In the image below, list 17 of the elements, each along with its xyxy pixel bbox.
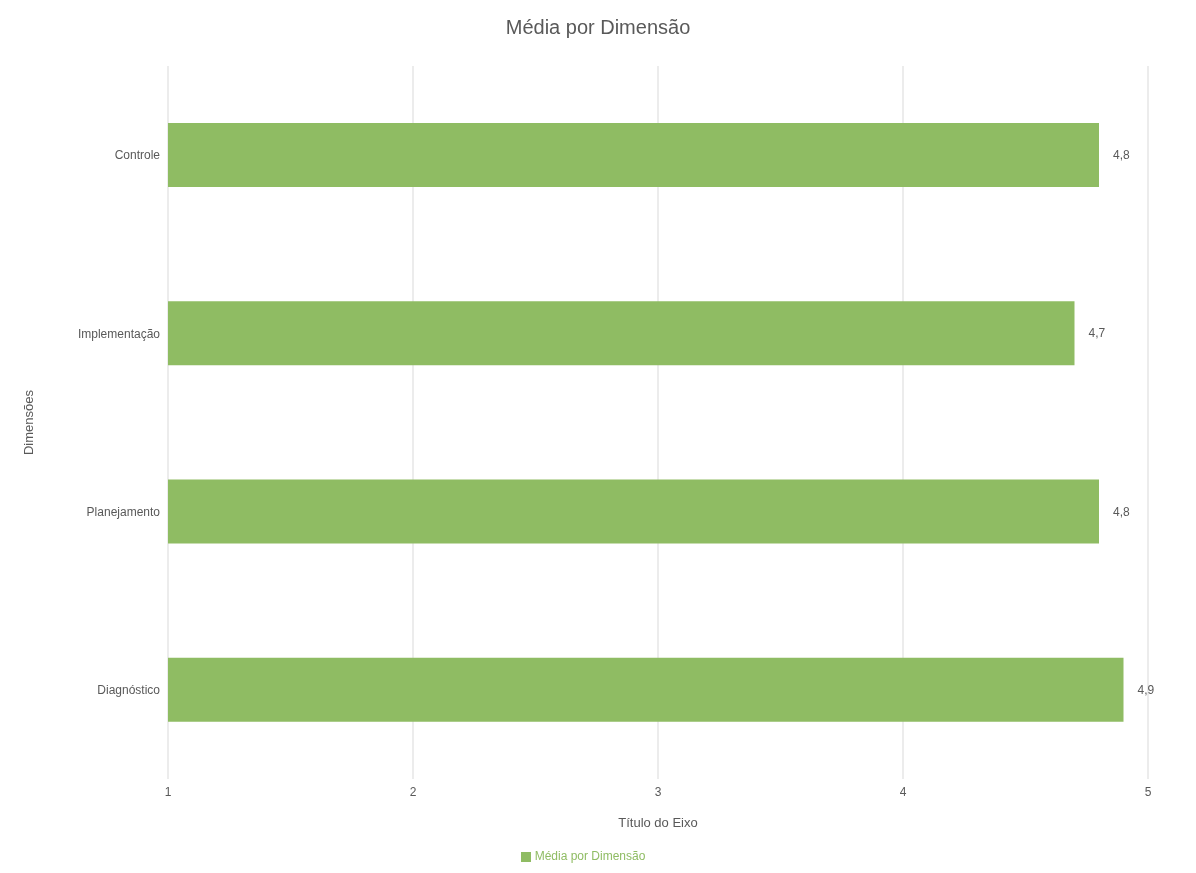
x-axis-title: Título do Eixo [618, 815, 698, 830]
x-tick-label: 5 [1144, 784, 1152, 799]
data-label: 4,8 [1113, 148, 1131, 162]
x-tick-label: 2 [409, 784, 417, 799]
x-tick-label: 4 [899, 784, 907, 799]
chart-title: Média por Dimensão [504, 15, 692, 40]
x-tick-label: 3 [654, 784, 662, 799]
y-tick-label: Diagnóstico [97, 683, 161, 698]
data-label: 4,8 [1113, 504, 1131, 519]
data-label: 4,9 [1137, 682, 1155, 697]
y-axis-title: Dimensões [20, 389, 36, 456]
y-tick-label: Planejamento [86, 504, 161, 519]
y-tick-label: Controle [114, 148, 161, 163]
data-label: 4,7 [1088, 326, 1106, 341]
x-tick-label: 1 [164, 784, 172, 799]
legend-label: Média por Dimensão [534, 849, 646, 863]
y-tick-label: Implementação [77, 326, 161, 341]
